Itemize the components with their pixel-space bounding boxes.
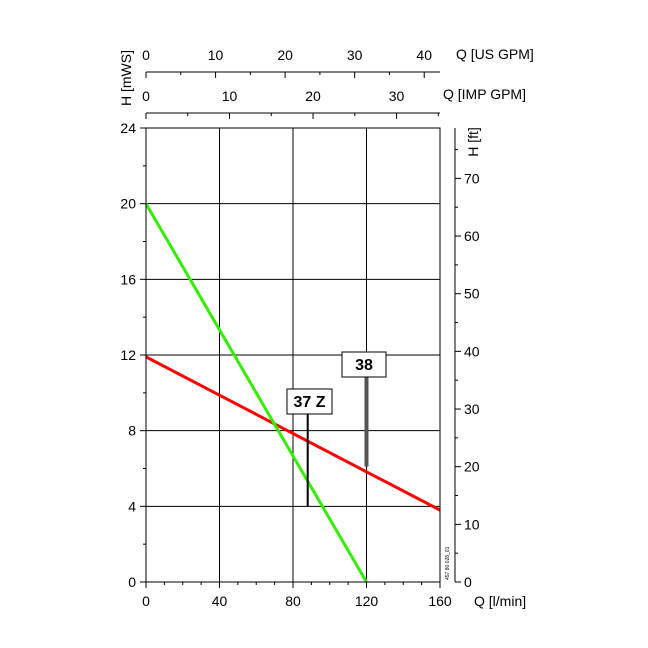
pump-curves <box>144 202 441 583</box>
curve-label: 38 <box>355 357 373 374</box>
curve-label-box <box>286 388 333 415</box>
y-left-tick-label: 12 <box>120 347 136 363</box>
curve-label: 37 Z <box>293 394 325 411</box>
top-imp-tick-label: 0 <box>142 88 150 104</box>
top-imp-axis-title: Q [IMP GPM] <box>443 86 526 102</box>
y-right-tick-label: 20 <box>464 459 480 475</box>
x-tick-label: 40 <box>212 593 228 609</box>
y-right-tick-label: 0 <box>464 574 472 590</box>
y-right-tick-label: 10 <box>464 516 480 532</box>
top-imp-tick-label: 10 <box>222 88 238 104</box>
top-imp-tick-label: 20 <box>305 88 321 104</box>
left-axis: 0 4 8 12 16 20 24 <box>120 120 146 590</box>
grid-lines <box>145 127 441 583</box>
top-imp-tick-label: 30 <box>389 88 405 104</box>
x-tick-label: 160 <box>428 593 452 609</box>
top-us-tick-label: 20 <box>277 47 293 63</box>
x-axis-title: Q [l/min] <box>474 593 526 609</box>
top-axes: 0 10 20 30 40 0 10 20 30 <box>142 47 440 119</box>
top-us-tick-label: 0 <box>142 47 150 63</box>
bottom-axis: 0 40 80 120 160 <box>142 582 452 609</box>
top-us-tick-label: 10 <box>208 47 224 63</box>
y-right-tick-label: 40 <box>464 343 480 359</box>
top-us-tick-label: 40 <box>416 47 432 63</box>
y-left-tick-label: 20 <box>120 196 136 212</box>
drawing-code: 457 80 028_01 <box>445 546 451 580</box>
top-us-tick-label: 30 <box>347 47 363 63</box>
y-right-tick-label: 70 <box>464 170 480 186</box>
y-left-tick-label: 24 <box>120 120 136 136</box>
y-right-tick-label: 30 <box>464 401 480 417</box>
curve-38 <box>145 355 441 512</box>
curve-labels: 38 37 Z <box>286 351 387 507</box>
y-left-tick-label: 8 <box>128 423 136 439</box>
curve-label-box <box>341 351 387 378</box>
y-right-tick-label: 50 <box>464 286 480 302</box>
y-left-axis-title: H [mWS] <box>118 50 134 106</box>
right-axis: 0 10 20 30 40 50 60 70 <box>454 128 480 590</box>
y-left-tick-label: 16 <box>120 271 136 287</box>
x-tick-label: 120 <box>355 593 379 609</box>
x-tick-label: 80 <box>285 593 301 609</box>
y-right-tick-label: 60 <box>464 228 480 244</box>
y-left-tick-label: 4 <box>128 498 136 514</box>
y-left-tick-label: 0 <box>128 574 136 590</box>
y-right-axis-title: H [ft] <box>465 127 481 157</box>
curve-37-z <box>144 202 368 583</box>
x-tick-label: 0 <box>142 593 150 609</box>
top-us-axis-title: Q [US GPM] <box>456 46 534 62</box>
